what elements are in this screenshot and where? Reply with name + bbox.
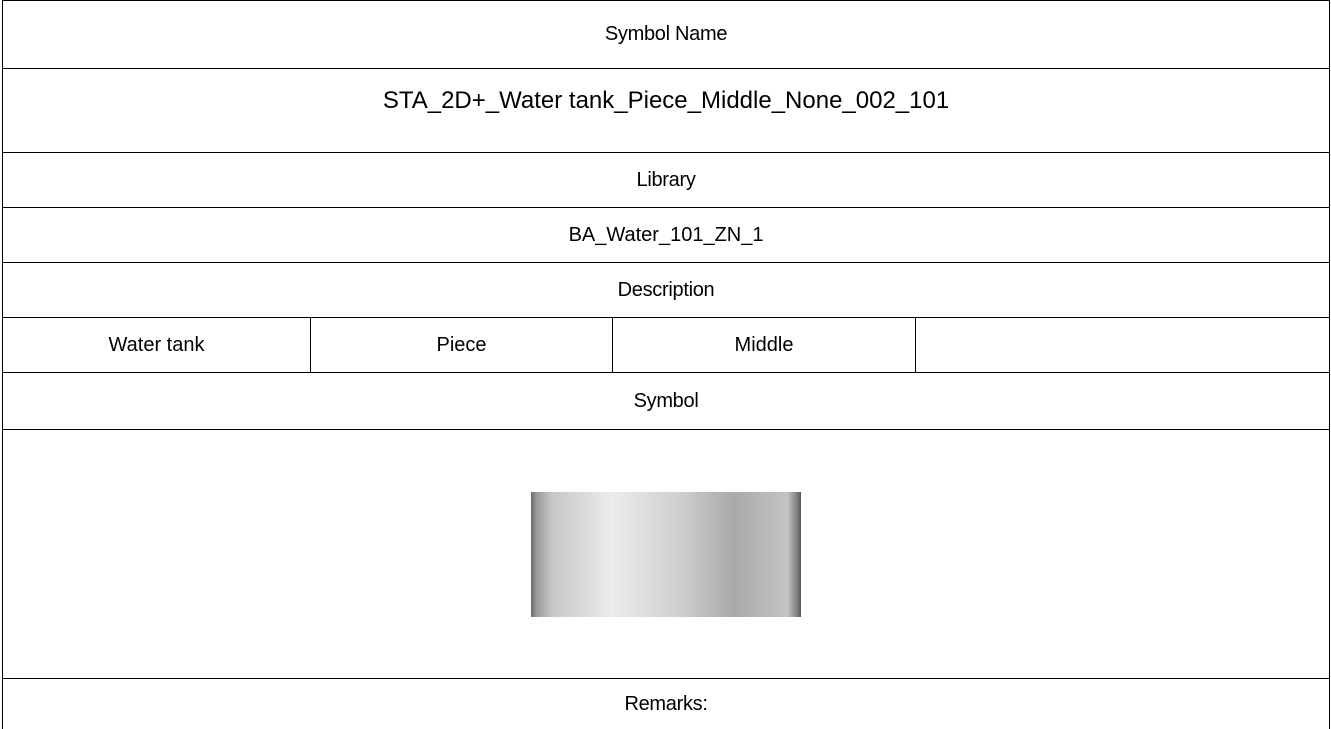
header-cell: Library xyxy=(1,152,1331,208)
tank-piece xyxy=(531,491,802,617)
value-cell: BA_Water_101_ZN_1 xyxy=(1,207,1331,263)
description-cell xyxy=(914,317,1331,373)
header-cell: Remarks: xyxy=(1,678,1331,729)
description-cell: Water tank xyxy=(2,317,311,373)
symbol-cell xyxy=(1,429,1331,679)
header-cell: Symbol xyxy=(1,372,1331,430)
header-cell: Description xyxy=(1,262,1331,318)
header-cell: Symbol Name xyxy=(1,0,1331,69)
value-cell: STA_2D+_Water tank_Piece_Middle_None_002… xyxy=(1,68,1331,153)
symbol-image xyxy=(531,491,802,617)
description-cell: Middle xyxy=(612,317,916,373)
description-cell: Piece xyxy=(310,317,613,373)
